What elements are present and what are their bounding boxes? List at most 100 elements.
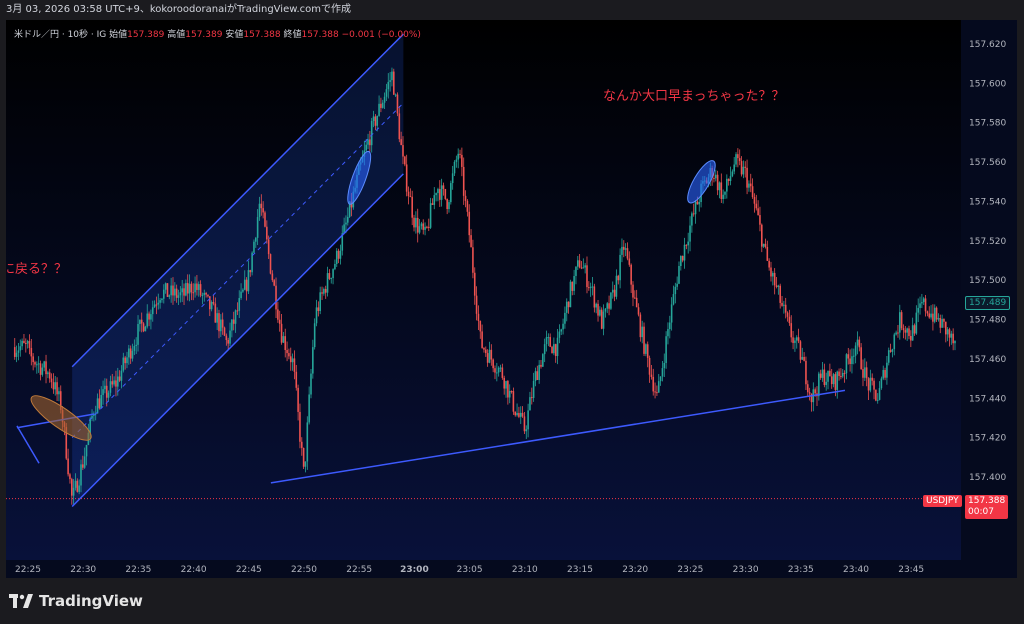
candle-body [457, 153, 459, 160]
candle-body [891, 349, 894, 352]
x-tick-label: 22:30 [70, 565, 96, 575]
candle-body [946, 329, 949, 335]
candle-body [26, 341, 29, 344]
candle-body [30, 347, 33, 357]
candle-body [225, 335, 228, 341]
candle-body [652, 376, 655, 392]
candle-body [194, 283, 196, 293]
candle-body [578, 260, 581, 268]
channel-median-line[interactable] [71, 102, 404, 438]
candle-body [838, 371, 840, 376]
candle-body [404, 156, 406, 165]
candle-body [297, 387, 299, 412]
x-tick-label: 22:25 [15, 565, 41, 575]
candle-body [547, 337, 550, 339]
candle-body [47, 372, 49, 375]
candle-body [775, 285, 778, 287]
candle-body [904, 330, 907, 333]
candle-body [512, 391, 515, 412]
candle-body [164, 283, 167, 290]
candle-body [832, 374, 835, 385]
candle-body [420, 223, 423, 227]
candle-body [65, 427, 68, 459]
candle-body [589, 286, 592, 288]
candle-body [635, 297, 638, 308]
candle-body [155, 304, 158, 306]
candle-body [911, 325, 914, 341]
candle-body [151, 307, 154, 315]
candle-body [105, 385, 108, 398]
candle-body [897, 332, 899, 334]
candle-body [645, 344, 647, 354]
candle-body [308, 394, 310, 423]
y-tick-label: 157.440 [969, 394, 1006, 404]
highlight-ellipse[interactable] [683, 157, 720, 206]
candle-body [238, 298, 241, 311]
candle-body [586, 265, 588, 288]
candle-body [426, 226, 428, 228]
candle-body [242, 289, 244, 292]
candle-body [584, 265, 586, 268]
chart-frame[interactable]: 157.620 157.600 157.580 157.560 157.540 157.5… [6, 20, 1017, 578]
candle-body [330, 278, 333, 280]
candle-body [17, 350, 20, 353]
candle-body [573, 275, 575, 291]
y-tick-label: 157.520 [969, 237, 1006, 247]
candle-body [893, 334, 896, 350]
channel-upper-line[interactable] [71, 33, 404, 368]
annotation-right: なんか大口早まっちゃった？？ [603, 89, 784, 104]
x-tick-label: 23:35 [788, 565, 814, 575]
candle-body [70, 479, 73, 496]
candle-body [455, 159, 458, 162]
candle-body [602, 311, 605, 329]
candle-body [915, 312, 918, 334]
candle-body [398, 113, 401, 140]
candle-body [197, 284, 200, 290]
candle-body [179, 292, 182, 296]
tradingview-logo[interactable]: TradingView [9, 592, 143, 610]
candle-body [952, 333, 954, 344]
candle-body [694, 201, 697, 215]
candle-body [718, 182, 721, 191]
candle-body [937, 318, 940, 320]
candle-body [319, 292, 321, 311]
candle-body [507, 381, 509, 398]
candle-body [468, 211, 471, 236]
candle-body [150, 314, 152, 320]
price-chart[interactable]: 157.620 157.600 157.580 157.560 157.540 157.5… [6, 20, 1017, 578]
candle-body [418, 226, 421, 233]
candle-body [34, 362, 36, 365]
candle-body [757, 208, 759, 216]
low-value: 157.388 [243, 30, 281, 40]
candle-body [845, 354, 848, 374]
plot-area [6, 20, 961, 560]
candle-body [532, 381, 535, 398]
candle-body [385, 89, 388, 97]
highlight-ellipse[interactable] [26, 389, 96, 447]
candle-body [954, 340, 956, 344]
candle-body [716, 174, 719, 191]
candle-body [372, 116, 375, 121]
candle-body [939, 318, 942, 328]
candle-body [288, 353, 290, 357]
candle-body [494, 368, 496, 373]
candle-body [111, 381, 114, 385]
candle-body [668, 322, 671, 330]
candle-body [626, 248, 629, 259]
trend-line-left[interactable] [16, 425, 40, 464]
trend-line-support[interactable] [270, 389, 846, 484]
x-tick-label: 23:20 [622, 565, 648, 575]
candle-body [932, 313, 934, 322]
highlight-ellipse[interactable] [343, 149, 375, 206]
candle-body [930, 313, 932, 318]
candle-body [52, 382, 55, 390]
candle-body [32, 356, 34, 363]
candle-body [691, 213, 693, 226]
candle-body [615, 275, 618, 297]
candle-body [339, 250, 342, 259]
candle-body [96, 398, 99, 414]
channel-lower-line[interactable] [71, 173, 404, 508]
candle-body [317, 307, 320, 311]
y-tick-label: 157.460 [969, 355, 1006, 365]
candle-body [269, 254, 272, 274]
